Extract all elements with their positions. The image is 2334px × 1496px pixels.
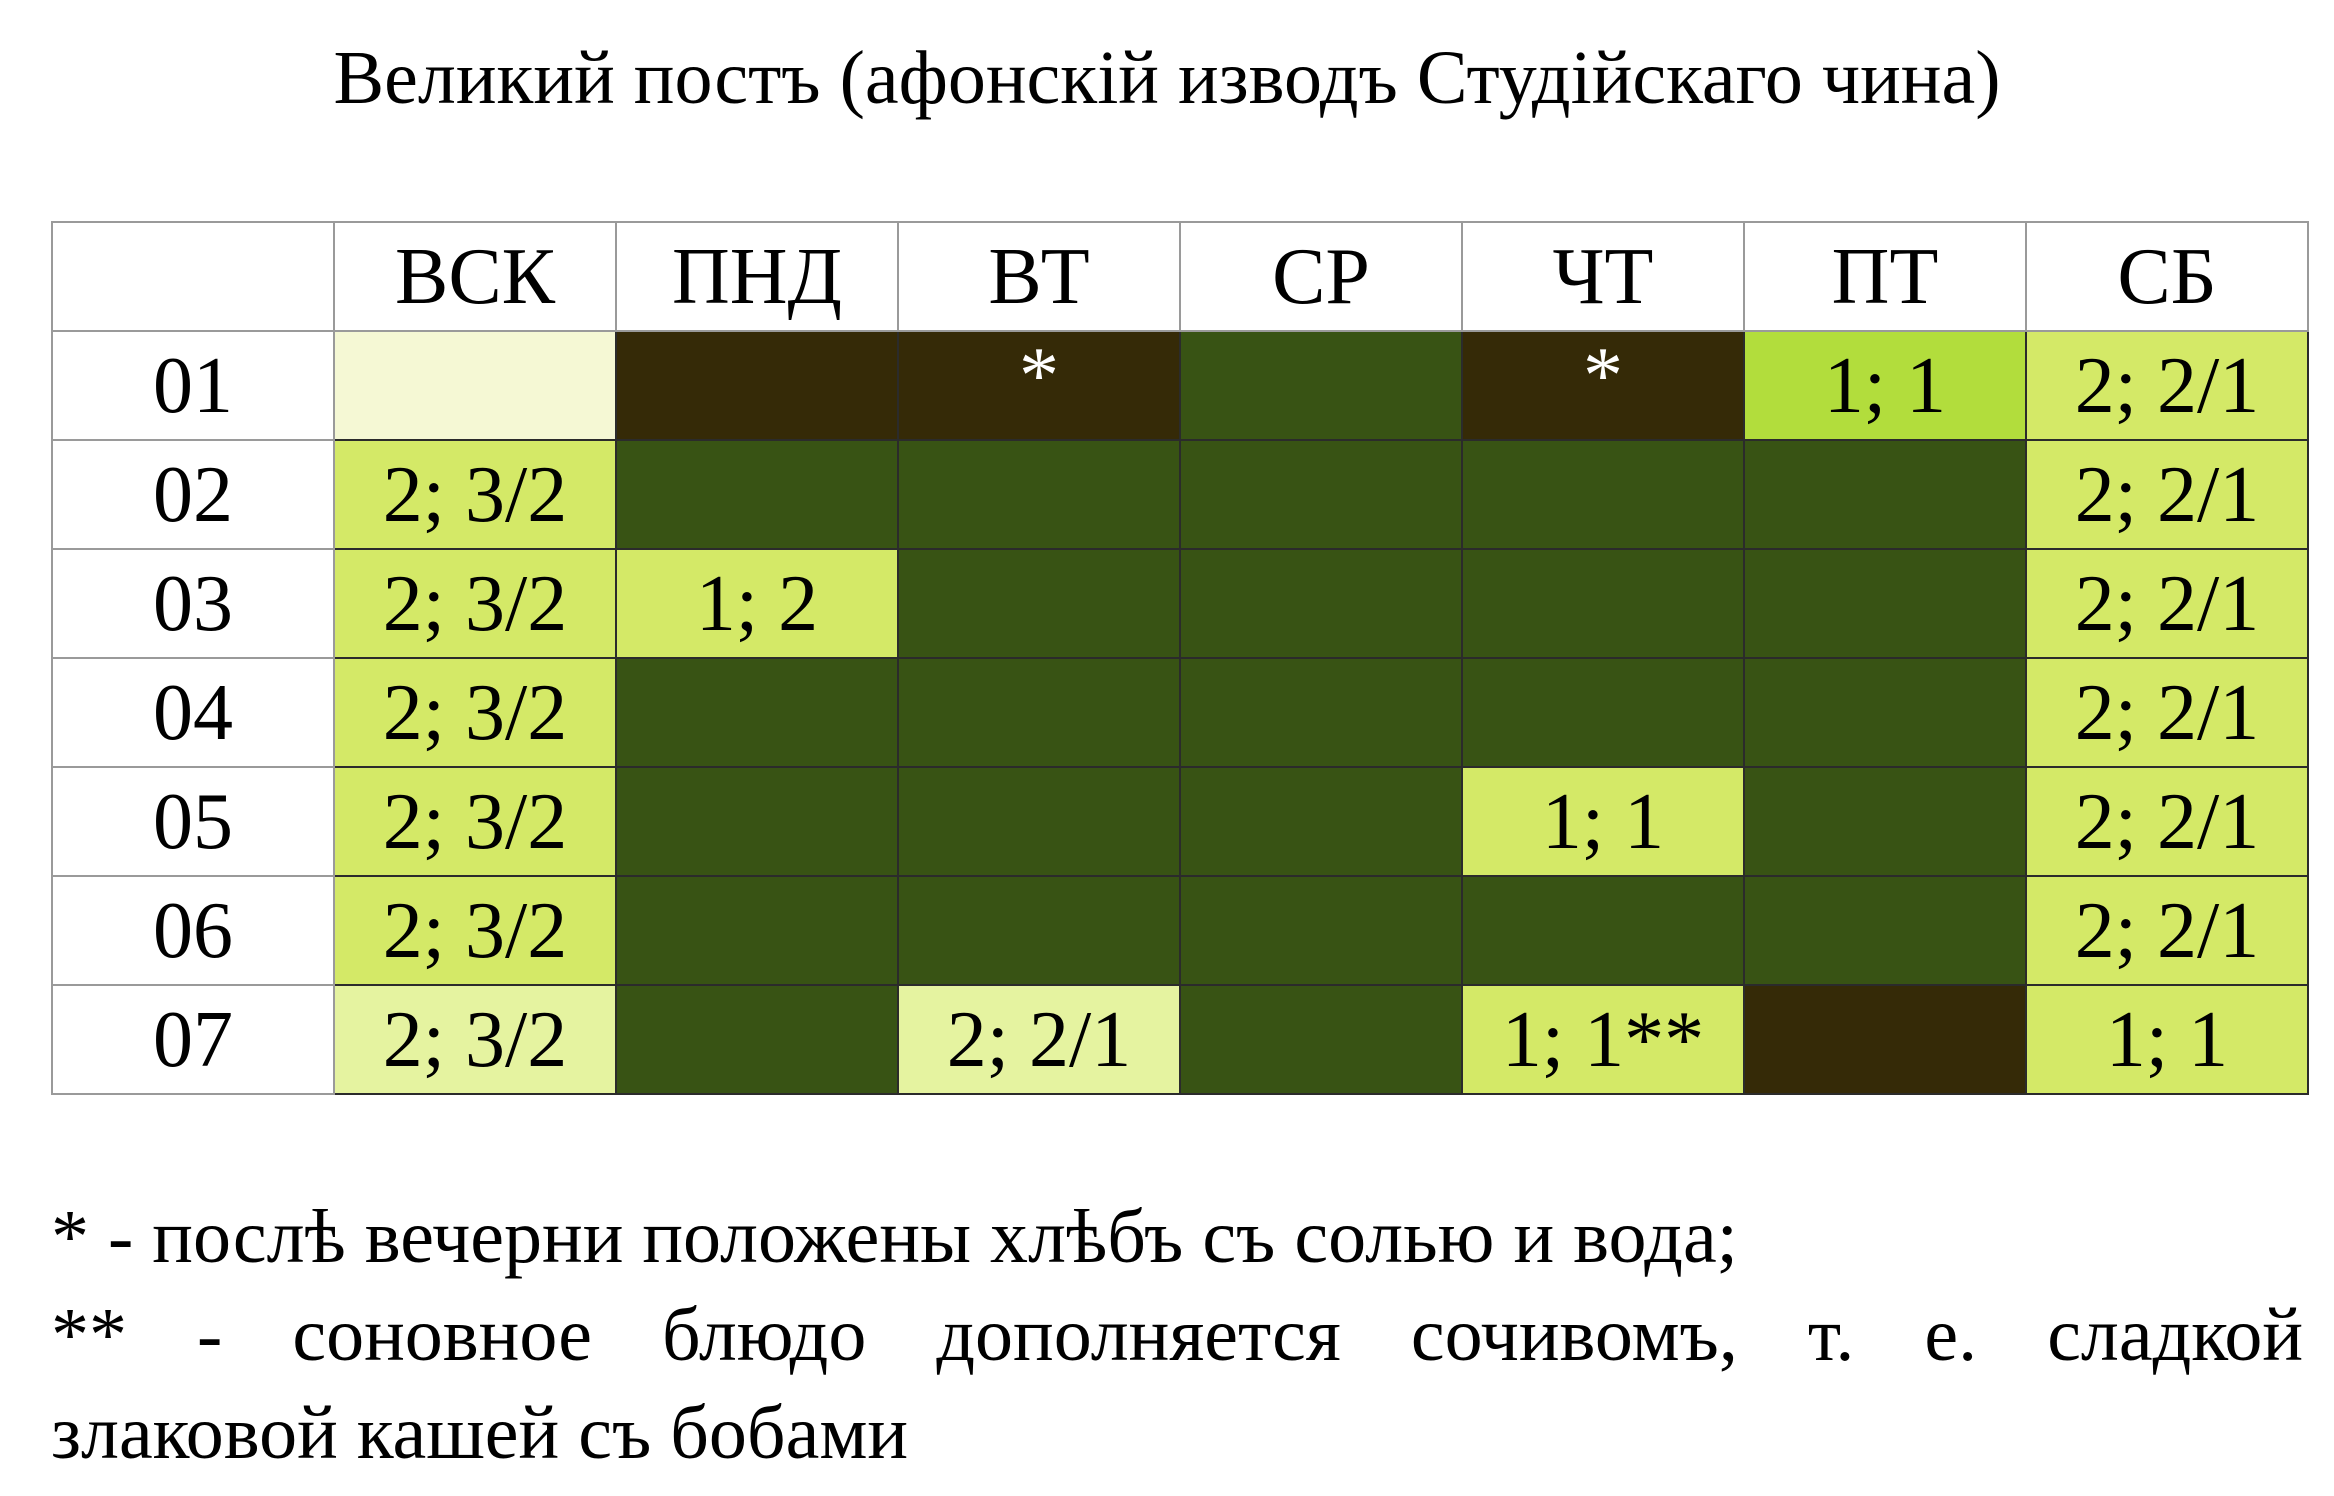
schedule-cell: 1; 2 — [615, 548, 899, 659]
footnote-single-star: * - послѣ вечерни положены хлѣбъ съ соль… — [51, 1195, 1738, 1279]
schedule-cell: 2; 2/1 — [2025, 439, 2309, 550]
row-label: 03 — [51, 548, 335, 659]
schedule-cell: 1; 1 — [2025, 984, 2309, 1095]
schedule-cell — [1743, 439, 2027, 550]
schedule-cell — [1179, 330, 1463, 441]
schedule-cell — [1179, 548, 1463, 659]
schedule-cell — [1461, 875, 1745, 986]
table-row: 07 2; 3/2 2; 2/1 1; 1** 1; 1 — [51, 984, 2309, 1095]
schedule-cell — [897, 766, 1181, 877]
schedule-cell — [897, 548, 1181, 659]
schedule-cell — [615, 984, 899, 1095]
schedule-cell: * — [1461, 330, 1745, 441]
schedule-cell — [1743, 766, 2027, 877]
schedule-cell: 2; 2/1 — [2025, 548, 2309, 659]
schedule-cell: 2; 3/2 — [333, 984, 617, 1095]
cell-text: * — [1583, 331, 1623, 420]
row-label: 06 — [51, 875, 335, 986]
fasting-schedule-table: ВСК ПНД ВТ СР ЧТ ПТ СБ 01 * * 1; 1 2; 2/1 02 2… — [51, 221, 2309, 1095]
row-label: 01 — [51, 330, 335, 441]
table-row: 03 2; 3/2 1; 2 2; 2/1 — [51, 548, 2309, 659]
schedule-cell — [1461, 657, 1745, 768]
schedule-cell — [333, 330, 617, 441]
table-row: 04 2; 3/2 2; 2/1 — [51, 657, 2309, 768]
schedule-cell — [1743, 875, 2027, 986]
table-body: 01 * * 1; 1 2; 2/1 02 2; 3/2 2; 2/1 03 2; 3/2 1; 2… — [51, 330, 2309, 1095]
table-row: 01 * * 1; 1 2; 2/1 — [51, 330, 2309, 441]
schedule-cell: 1; 1 — [1461, 766, 1745, 877]
table-header-row: ВСК ПНД ВТ СР ЧТ ПТ СБ — [51, 221, 2309, 332]
footnote-double-star-line2: злаковой кашей съ бобами — [51, 1391, 909, 1475]
schedule-cell — [897, 657, 1181, 768]
schedule-cell — [615, 766, 899, 877]
footnote-double-star-line1: ** - соновное блюдо дополняется сочивомъ… — [51, 1293, 2303, 1377]
schedule-cell: 2; 3/2 — [333, 439, 617, 550]
column-header-cht: ЧТ — [1461, 221, 1745, 332]
schedule-cell: 2; 2/1 — [2025, 330, 2309, 441]
schedule-cell: * — [897, 330, 1181, 441]
schedule-cell: 2; 2/1 — [2025, 657, 2309, 768]
column-header-vsk: ВСК — [333, 221, 617, 332]
row-label: 05 — [51, 766, 335, 877]
schedule-cell — [615, 439, 899, 550]
schedule-cell: 1; 1** — [1461, 984, 1745, 1095]
row-label: 02 — [51, 439, 335, 550]
schedule-cell — [1743, 657, 2027, 768]
corner-cell — [51, 221, 335, 332]
schedule-cell: 2; 3/2 — [333, 875, 617, 986]
schedule-cell — [1179, 875, 1463, 986]
schedule-cell — [1743, 548, 2027, 659]
column-header-sb: СБ — [2025, 221, 2309, 332]
table-row: 02 2; 3/2 2; 2/1 — [51, 439, 2309, 550]
schedule-cell: 2; 3/2 — [333, 657, 617, 768]
schedule-cell — [615, 330, 899, 441]
column-header-pnd: ПНД — [615, 221, 899, 332]
page-title: Великий постъ (афонскій изводъ Студійска… — [333, 36, 2001, 120]
schedule-cell — [615, 657, 899, 768]
cell-text: * — [1019, 331, 1059, 420]
schedule-cell — [1743, 984, 2027, 1095]
schedule-cell — [897, 875, 1181, 986]
schedule-cell — [1179, 766, 1463, 877]
schedule-cell: 2; 3/2 — [333, 548, 617, 659]
schedule-cell — [615, 875, 899, 986]
schedule-cell: 1; 1 — [1743, 330, 2027, 441]
schedule-cell: 2; 2/1 — [2025, 875, 2309, 986]
column-header-vt: ВТ — [897, 221, 1181, 332]
schedule-cell: 2; 2/1 — [897, 984, 1181, 1095]
schedule-cell: 2; 2/1 — [2025, 766, 2309, 877]
row-label: 07 — [51, 984, 335, 1095]
column-header-pt: ПТ — [1743, 221, 2027, 332]
row-label: 04 — [51, 657, 335, 768]
schedule-cell: 2; 3/2 — [333, 766, 617, 877]
column-header-sr: СР — [1179, 221, 1463, 332]
table-row: 06 2; 3/2 2; 2/1 — [51, 875, 2309, 986]
footnotes: * - послѣ вечерни положены хлѣбъ съ соль… — [51, 1188, 2303, 1482]
schedule-cell — [1179, 439, 1463, 550]
schedule-cell — [1179, 984, 1463, 1095]
schedule-cell — [897, 439, 1181, 550]
schedule-cell — [1461, 548, 1745, 659]
schedule-cell — [1461, 439, 1745, 550]
schedule-cell — [1179, 657, 1463, 768]
table-row: 05 2; 3/2 1; 1 2; 2/1 — [51, 766, 2309, 877]
